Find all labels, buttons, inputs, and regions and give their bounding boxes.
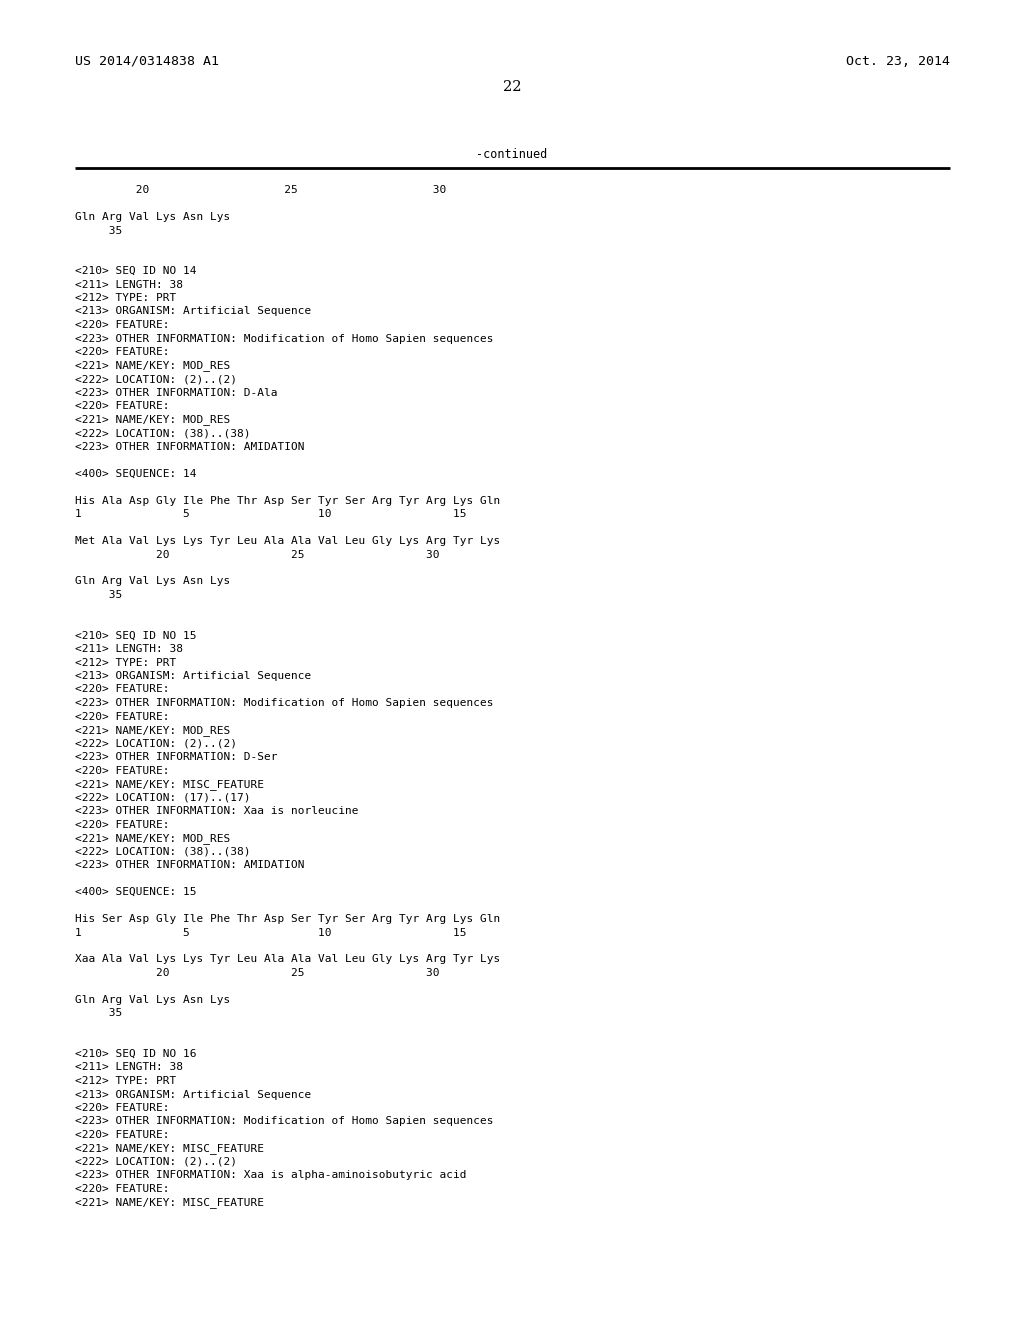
Text: <222> LOCATION: (17)..(17): <222> LOCATION: (17)..(17) <box>75 792 251 803</box>
Text: <223> OTHER INFORMATION: Modification of Homo Sapien sequences: <223> OTHER INFORMATION: Modification of… <box>75 334 494 343</box>
Text: <221> NAME/KEY: MOD_RES: <221> NAME/KEY: MOD_RES <box>75 360 230 371</box>
Text: <223> OTHER INFORMATION: AMIDATION: <223> OTHER INFORMATION: AMIDATION <box>75 441 304 451</box>
Text: 35: 35 <box>75 590 122 601</box>
Text: Gln Arg Val Lys Asn Lys: Gln Arg Val Lys Asn Lys <box>75 577 230 586</box>
Text: <222> LOCATION: (38)..(38): <222> LOCATION: (38)..(38) <box>75 428 251 438</box>
Text: <221> NAME/KEY: MOD_RES: <221> NAME/KEY: MOD_RES <box>75 833 230 843</box>
Text: <210> SEQ ID NO 15: <210> SEQ ID NO 15 <box>75 631 197 640</box>
Text: <211> LENGTH: 38: <211> LENGTH: 38 <box>75 280 183 289</box>
Text: <220> FEATURE:: <220> FEATURE: <box>75 820 170 829</box>
Text: <220> FEATURE:: <220> FEATURE: <box>75 319 170 330</box>
Text: <223> OTHER INFORMATION: Xaa is norleucine: <223> OTHER INFORMATION: Xaa is norleuci… <box>75 807 358 816</box>
Text: 1               5                   10                  15: 1 5 10 15 <box>75 928 467 937</box>
Text: <222> LOCATION: (2)..(2): <222> LOCATION: (2)..(2) <box>75 374 237 384</box>
Text: <211> LENGTH: 38: <211> LENGTH: 38 <box>75 644 183 653</box>
Text: <212> TYPE: PRT: <212> TYPE: PRT <box>75 293 176 304</box>
Text: His Ser Asp Gly Ile Phe Thr Asp Ser Tyr Ser Arg Tyr Arg Lys Gln: His Ser Asp Gly Ile Phe Thr Asp Ser Tyr … <box>75 913 501 924</box>
Text: <222> LOCATION: (2)..(2): <222> LOCATION: (2)..(2) <box>75 738 237 748</box>
Text: Oct. 23, 2014: Oct. 23, 2014 <box>846 55 950 69</box>
Text: <220> FEATURE:: <220> FEATURE: <box>75 766 170 776</box>
Text: 22: 22 <box>503 81 521 94</box>
Text: <211> LENGTH: 38: <211> LENGTH: 38 <box>75 1063 183 1072</box>
Text: <210> SEQ ID NO 16: <210> SEQ ID NO 16 <box>75 1049 197 1059</box>
Text: <221> NAME/KEY: MISC_FEATURE: <221> NAME/KEY: MISC_FEATURE <box>75 779 264 789</box>
Text: Gln Arg Val Lys Asn Lys: Gln Arg Val Lys Asn Lys <box>75 213 230 222</box>
Text: <213> ORGANISM: Artificial Sequence: <213> ORGANISM: Artificial Sequence <box>75 306 311 317</box>
Text: <220> FEATURE:: <220> FEATURE: <box>75 1104 170 1113</box>
Text: <212> TYPE: PRT: <212> TYPE: PRT <box>75 657 176 668</box>
Text: 20                  25                  30: 20 25 30 <box>75 968 439 978</box>
Text: <400> SEQUENCE: 15: <400> SEQUENCE: 15 <box>75 887 197 898</box>
Text: <223> OTHER INFORMATION: Xaa is alpha-aminoisobutyric acid: <223> OTHER INFORMATION: Xaa is alpha-am… <box>75 1171 467 1180</box>
Text: <222> LOCATION: (38)..(38): <222> LOCATION: (38)..(38) <box>75 846 251 857</box>
Text: <223> OTHER INFORMATION: D-Ser: <223> OTHER INFORMATION: D-Ser <box>75 752 278 762</box>
Text: <212> TYPE: PRT: <212> TYPE: PRT <box>75 1076 176 1086</box>
Text: <223> OTHER INFORMATION: D-Ala: <223> OTHER INFORMATION: D-Ala <box>75 388 278 397</box>
Text: 35: 35 <box>75 1008 122 1019</box>
Text: <223> OTHER INFORMATION: AMIDATION: <223> OTHER INFORMATION: AMIDATION <box>75 861 304 870</box>
Text: <220> FEATURE:: <220> FEATURE: <box>75 1130 170 1140</box>
Text: <223> OTHER INFORMATION: Modification of Homo Sapien sequences: <223> OTHER INFORMATION: Modification of… <box>75 698 494 708</box>
Text: <220> FEATURE:: <220> FEATURE: <box>75 1184 170 1195</box>
Text: <213> ORGANISM: Artificial Sequence: <213> ORGANISM: Artificial Sequence <box>75 671 311 681</box>
Text: 20                    25                    30: 20 25 30 <box>75 185 446 195</box>
Text: Xaa Ala Val Lys Lys Tyr Leu Ala Ala Val Leu Gly Lys Arg Tyr Lys: Xaa Ala Val Lys Lys Tyr Leu Ala Ala Val … <box>75 954 501 965</box>
Text: <220> FEATURE:: <220> FEATURE: <box>75 685 170 694</box>
Text: <220> FEATURE:: <220> FEATURE: <box>75 401 170 411</box>
Text: 20                  25                  30: 20 25 30 <box>75 549 439 560</box>
Text: <221> NAME/KEY: MOD_RES: <221> NAME/KEY: MOD_RES <box>75 414 230 425</box>
Text: <213> ORGANISM: Artificial Sequence: <213> ORGANISM: Artificial Sequence <box>75 1089 311 1100</box>
Text: <221> NAME/KEY: MISC_FEATURE: <221> NAME/KEY: MISC_FEATURE <box>75 1143 264 1155</box>
Text: Met Ala Val Lys Lys Tyr Leu Ala Ala Val Leu Gly Lys Arg Tyr Lys: Met Ala Val Lys Lys Tyr Leu Ala Ala Val … <box>75 536 501 546</box>
Text: <223> OTHER INFORMATION: Modification of Homo Sapien sequences: <223> OTHER INFORMATION: Modification of… <box>75 1117 494 1126</box>
Text: Gln Arg Val Lys Asn Lys: Gln Arg Val Lys Asn Lys <box>75 995 230 1005</box>
Text: US 2014/0314838 A1: US 2014/0314838 A1 <box>75 55 219 69</box>
Text: <220> FEATURE:: <220> FEATURE: <box>75 347 170 356</box>
Text: 1               5                   10                  15: 1 5 10 15 <box>75 510 467 519</box>
Text: <400> SEQUENCE: 14: <400> SEQUENCE: 14 <box>75 469 197 479</box>
Text: <221> NAME/KEY: MISC_FEATURE: <221> NAME/KEY: MISC_FEATURE <box>75 1197 264 1208</box>
Text: 35: 35 <box>75 226 122 235</box>
Text: <220> FEATURE:: <220> FEATURE: <box>75 711 170 722</box>
Text: <221> NAME/KEY: MOD_RES: <221> NAME/KEY: MOD_RES <box>75 725 230 737</box>
Text: His Ala Asp Gly Ile Phe Thr Asp Ser Tyr Ser Arg Tyr Arg Lys Gln: His Ala Asp Gly Ile Phe Thr Asp Ser Tyr … <box>75 495 501 506</box>
Text: -continued: -continued <box>476 148 548 161</box>
Text: <210> SEQ ID NO 14: <210> SEQ ID NO 14 <box>75 267 197 276</box>
Text: <222> LOCATION: (2)..(2): <222> LOCATION: (2)..(2) <box>75 1158 237 1167</box>
